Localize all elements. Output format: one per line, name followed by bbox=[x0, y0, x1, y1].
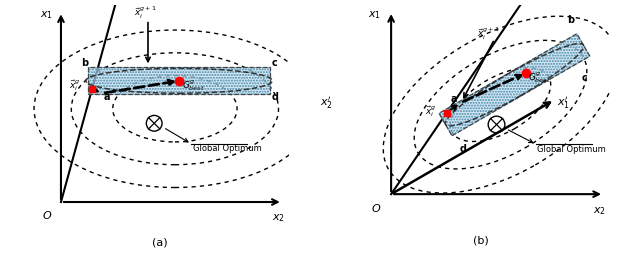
Text: Global Optimum: Global Optimum bbox=[538, 145, 606, 154]
Text: Global Optimum: Global Optimum bbox=[193, 144, 261, 153]
Text: $x_1$: $x_1$ bbox=[368, 9, 381, 21]
Bar bbox=[88, 67, 270, 94]
Bar bbox=[88, 67, 270, 94]
Text: $x_2$: $x_2$ bbox=[593, 205, 607, 217]
Text: $O$: $O$ bbox=[42, 208, 52, 221]
Text: (a): (a) bbox=[152, 238, 167, 248]
Text: a: a bbox=[451, 94, 458, 104]
Text: $x_1$: $x_1$ bbox=[40, 10, 52, 21]
Text: b: b bbox=[567, 15, 574, 25]
Text: $\vec{x}_i^{g+1}$: $\vec{x}_i^{g+1}$ bbox=[477, 25, 500, 41]
Bar bbox=[88, 67, 270, 94]
Text: $x_2'$: $x_2'$ bbox=[319, 95, 333, 111]
Text: $G_{best}^g$: $G_{best}^g$ bbox=[529, 70, 551, 85]
Text: $\vec{x}_i^g$: $\vec{x}_i^g$ bbox=[69, 78, 81, 92]
Text: a: a bbox=[104, 92, 110, 103]
Text: c: c bbox=[582, 73, 588, 83]
Text: $G_{best}^g$: $G_{best}^g$ bbox=[182, 78, 205, 92]
Text: $x_2$: $x_2$ bbox=[272, 212, 285, 224]
Text: $O$: $O$ bbox=[371, 202, 381, 214]
Text: d: d bbox=[271, 92, 278, 103]
Text: c: c bbox=[271, 58, 277, 68]
Text: $\vec{x}_i^{g+1}$: $\vec{x}_i^{g+1}$ bbox=[134, 5, 157, 21]
Text: (b): (b) bbox=[473, 236, 488, 246]
Text: $\vec{x}_i^g$: $\vec{x}_i^g$ bbox=[425, 104, 436, 119]
Text: b: b bbox=[81, 58, 88, 68]
Polygon shape bbox=[439, 34, 590, 136]
Text: $x_1'$: $x_1'$ bbox=[557, 95, 570, 111]
Text: d: d bbox=[460, 144, 467, 154]
